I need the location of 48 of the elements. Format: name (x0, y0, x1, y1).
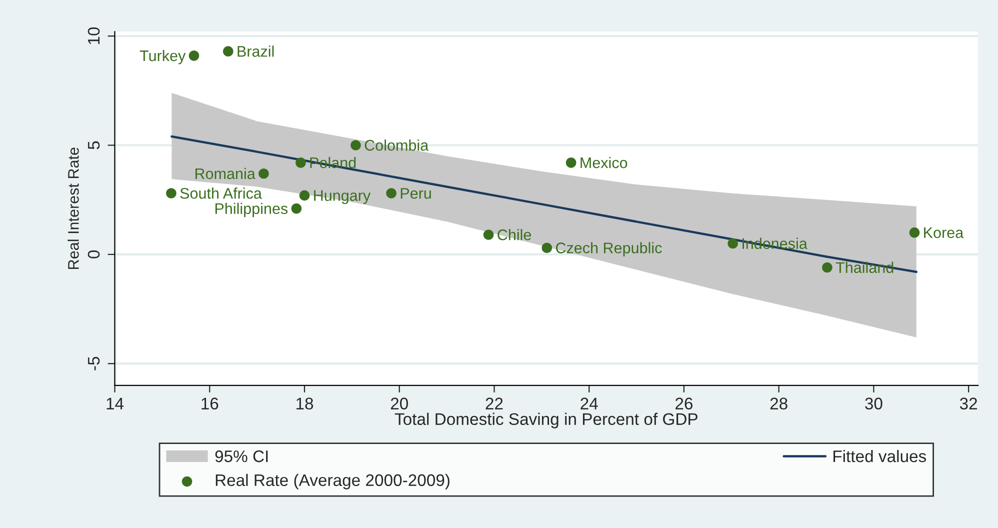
point (299, 190, 310, 201)
x-tick-label: 20 (390, 398, 408, 410)
y-tick-label: -5 (88, 356, 100, 370)
x-axis-title: Total Domestic Saving in Percent of GDP (394, 412, 698, 428)
point (258, 168, 269, 179)
annotation: Korea (924, 227, 964, 238)
annotation: Mexico (580, 156, 628, 168)
x-tick-label: 26 (676, 398, 692, 410)
annotation: Czech Republic (556, 242, 662, 256)
point (566, 158, 576, 168)
point (483, 230, 494, 240)
x-tick-label: 22 (486, 398, 503, 410)
annotation: Thailand (836, 262, 894, 274)
y-tick-label: 10 (88, 27, 100, 44)
x-tick-label: 14 (106, 398, 124, 410)
point (296, 158, 306, 168)
annotation: Peru (400, 188, 431, 199)
point (728, 238, 738, 249)
annotation: Turkey (140, 50, 186, 64)
point (542, 242, 552, 254)
text: 95% CI (215, 450, 268, 462)
x-tick-label: 32 (960, 398, 977, 410)
y-axis-title: Real Interest Rate (68, 148, 79, 269)
annotation: South Africa (180, 188, 262, 199)
y-tick-label: 0 (88, 250, 100, 258)
point (350, 140, 361, 150)
point (386, 188, 396, 198)
annotation: Chile (498, 229, 532, 240)
line-series (170, 135, 918, 273)
annotation: Romania (195, 168, 256, 180)
point (166, 188, 176, 198)
y-tick-label: 5 (88, 141, 100, 150)
annotation: Colombia (364, 140, 429, 151)
point (188, 50, 200, 61)
x-tick-label: 28 (770, 398, 788, 410)
x-tick-label: 18 (296, 398, 314, 410)
x-tick-label: 24 (580, 398, 598, 410)
annotation: Brazil (238, 46, 274, 57)
legend-label: Fitted values (834, 450, 926, 462)
point (822, 262, 832, 273)
annotation: Philippines (215, 202, 288, 218)
annotation: Hungary (314, 190, 371, 204)
point (222, 46, 234, 56)
x-tick-label: 16 (202, 398, 218, 410)
x-tick-label: 30 (865, 398, 882, 410)
legend-label: Real Rate (Average 2000-2009) (216, 474, 450, 490)
point (909, 227, 920, 238)
point (291, 203, 302, 214)
